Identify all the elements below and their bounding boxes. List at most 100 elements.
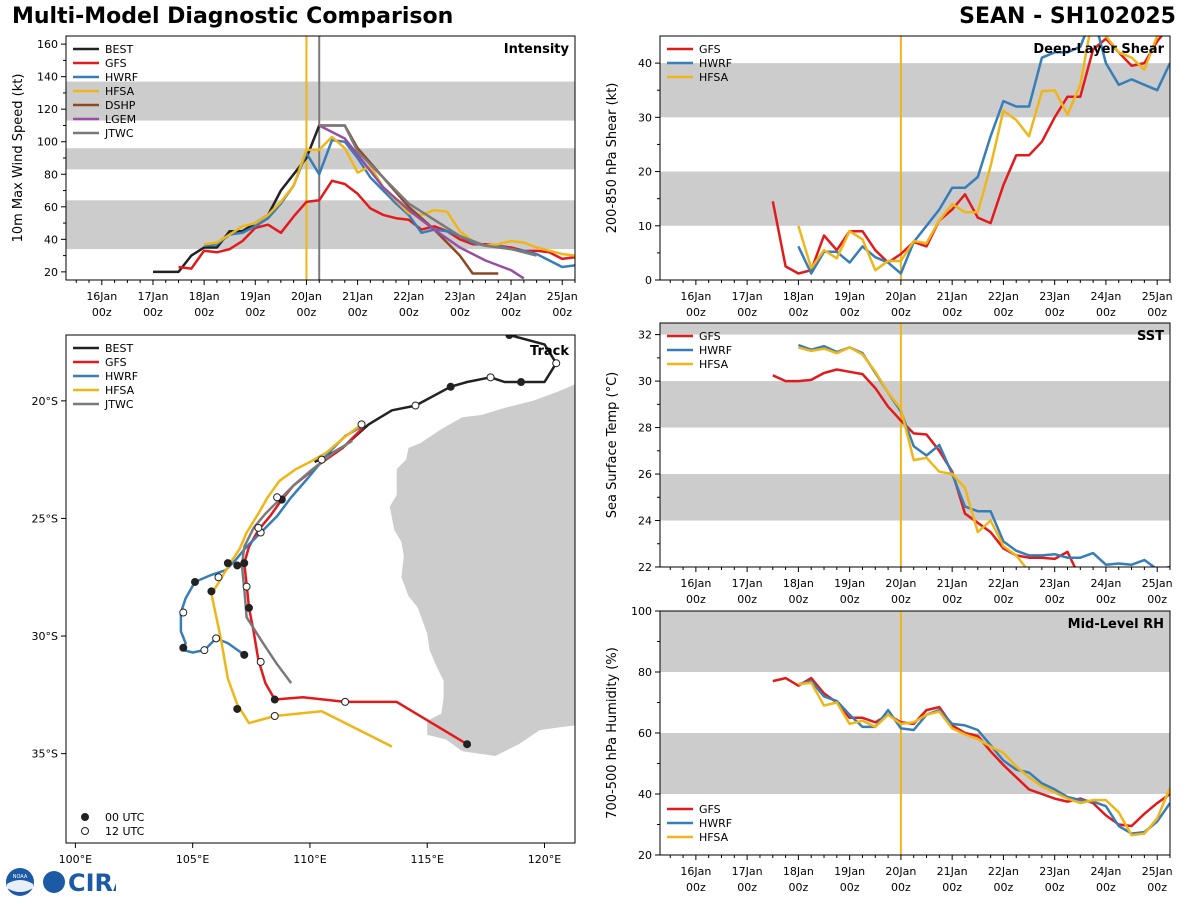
rh-xtick-hour: 00z: [1045, 881, 1065, 894]
shear-xtick-label: 17Jan: [732, 290, 763, 303]
intensity-plot-area: [66, 36, 575, 280]
sst-xtick-hour: 00z: [737, 593, 757, 606]
sst-legend-label: HWRF: [699, 344, 732, 357]
rh-plot-area: [660, 611, 1170, 855]
shear-xtick-hour: 00z: [840, 306, 860, 319]
sst-band: [660, 323, 1170, 335]
intensity-band: [66, 81, 575, 121]
intensity-band: [66, 200, 575, 250]
sst-legend-label: GFS: [699, 330, 721, 343]
intensity-xtick-label: 20Jan: [291, 290, 322, 303]
sst-band: [660, 381, 1170, 428]
noaa-wave-icon: [7, 880, 33, 892]
track-plot-area: [179, 335, 575, 843]
rh-legend-label: GFS: [699, 803, 721, 816]
shear-xtick-label: 18Jan: [783, 290, 814, 303]
intensity-xtick-hour: 00z: [92, 306, 112, 319]
shear-xtick-label: 16Jan: [680, 290, 711, 303]
track-xtick-label: 120°E: [528, 853, 561, 866]
track-legend-label: GFS: [105, 356, 127, 369]
rh-xtick-label: 23Jan: [1039, 865, 1070, 878]
intensity-ytick-label: 60: [44, 201, 58, 214]
track-legend-marker: [81, 813, 89, 821]
shear-legend-label: HWRF: [699, 57, 732, 70]
shear-panel: 0 10 20 30 40 16Jan 00z 17Jan 00z 18Jan 00z 19Jan 00…: [605, 35, 1173, 319]
marker-12utc: [200, 646, 209, 655]
intensity-xtick-label: 16Jan: [86, 290, 117, 303]
shear-xtick-hour: 00z: [1147, 306, 1167, 319]
marker-00utc: [233, 704, 242, 713]
track-series-hwrf: [179, 425, 363, 656]
marker-00utc: [517, 378, 526, 387]
sst-xtick-label: 17Jan: [732, 577, 763, 590]
rh-xtick-label: 18Jan: [783, 865, 814, 878]
shear-series-gfs: [771, 36, 1164, 275]
intensity-legend-label: BEST: [105, 43, 133, 56]
marker-00utc: [191, 577, 200, 586]
sst-xtick-label: 24Jan: [1090, 577, 1121, 590]
sst-xtick-label: 16Jan: [680, 577, 711, 590]
cira-logo: NOAA CIRA: [4, 864, 132, 900]
intensity-ytick-label: 100: [37, 136, 58, 149]
track-frame: [65, 334, 576, 844]
sst-xtick-label: 20Jan: [885, 577, 916, 590]
sst-title: SST: [1137, 329, 1164, 344]
intensity-xtick-hour: 00z: [348, 306, 368, 319]
shear-xtick-hour: 00z: [686, 306, 706, 319]
marker-12utc: [411, 401, 420, 410]
intensity-xtick-label: 25Jan: [547, 290, 578, 303]
intensity-xtick-hour: 00z: [399, 306, 419, 319]
marker-12utc: [254, 523, 263, 532]
intensity-xtick-hour: 00z: [194, 306, 214, 319]
shear-xtick-hour: 00z: [1096, 306, 1116, 319]
sst-series-hfsa: [798, 346, 1027, 567]
track-ytick-label: 35°S: [32, 748, 58, 761]
sst-ytick-label: 28: [638, 422, 652, 435]
shear-frame: [659, 35, 1171, 281]
rh-xtick-hour: 00z: [1147, 881, 1167, 894]
sst-panel: 22 24 26 28 30 32 16Jan 00z 17Jan 00z 18Jan 00z 19Ja…: [605, 322, 1173, 606]
intensity-legend-label: DSHP: [105, 99, 136, 112]
sst-xtick-label: 22Jan: [988, 577, 1019, 590]
track-legend-marker-label: 00 UTC: [105, 811, 145, 824]
shear-series-hwrf: [797, 36, 1170, 275]
sst-xtick-hour: 00z: [1096, 593, 1116, 606]
intensity-ytick-label: 140: [37, 71, 58, 84]
cira-globe-icon: [43, 871, 65, 893]
rh-band: [660, 611, 1170, 672]
intensity-xtick-hour: 00z: [552, 306, 572, 319]
intensity-xtick-hour: 00z: [501, 306, 521, 319]
shear-xtick-hour: 00z: [942, 306, 962, 319]
rh-band: [660, 733, 1170, 794]
intensity-legend-label: HFSA: [105, 85, 135, 98]
marker-00utc: [223, 559, 232, 568]
track-legend-marker: [81, 827, 89, 835]
rh-title: Mid-Level RH: [1068, 617, 1164, 632]
shear-legend-label: GFS: [699, 43, 721, 56]
shear-ytick-label: 40: [638, 57, 652, 70]
rh-xtick-hour: 00z: [942, 881, 962, 894]
sst-xtick-hour: 00z: [686, 593, 706, 606]
rh-legend-label: HWRF: [699, 817, 732, 830]
rh-xtick-label: 25Jan: [1142, 865, 1173, 878]
intensity-xtick-label: 22Jan: [393, 290, 424, 303]
sst-plot-area: [660, 323, 1170, 567]
rh-xtick-hour: 00z: [840, 881, 860, 894]
marker-00utc: [244, 603, 253, 612]
logo-graphic: NOAA CIRA: [6, 868, 132, 897]
track-ytick-label: 20°S: [32, 395, 58, 408]
sst-xtick-label: 21Jan: [937, 577, 968, 590]
intensity-xtick-label: 21Jan: [342, 290, 373, 303]
marker-00utc: [270, 695, 279, 704]
intensity-xtick-hour: 00z: [450, 306, 470, 319]
marker-12utc: [486, 373, 495, 382]
track-title: Track: [530, 344, 569, 359]
intensity-ytick-label: 80: [44, 168, 58, 181]
rh-xtick-label: 16Jan: [680, 865, 711, 878]
sst-frame: [659, 322, 1171, 568]
sst-ytick-label: 26: [638, 468, 652, 481]
shear-xtick-label: 21Jan: [937, 290, 968, 303]
intensity-xtick-label: 17Jan: [137, 290, 168, 303]
sst-xtick-hour: 00z: [891, 593, 911, 606]
sst-xtick-hour: 00z: [1045, 593, 1065, 606]
